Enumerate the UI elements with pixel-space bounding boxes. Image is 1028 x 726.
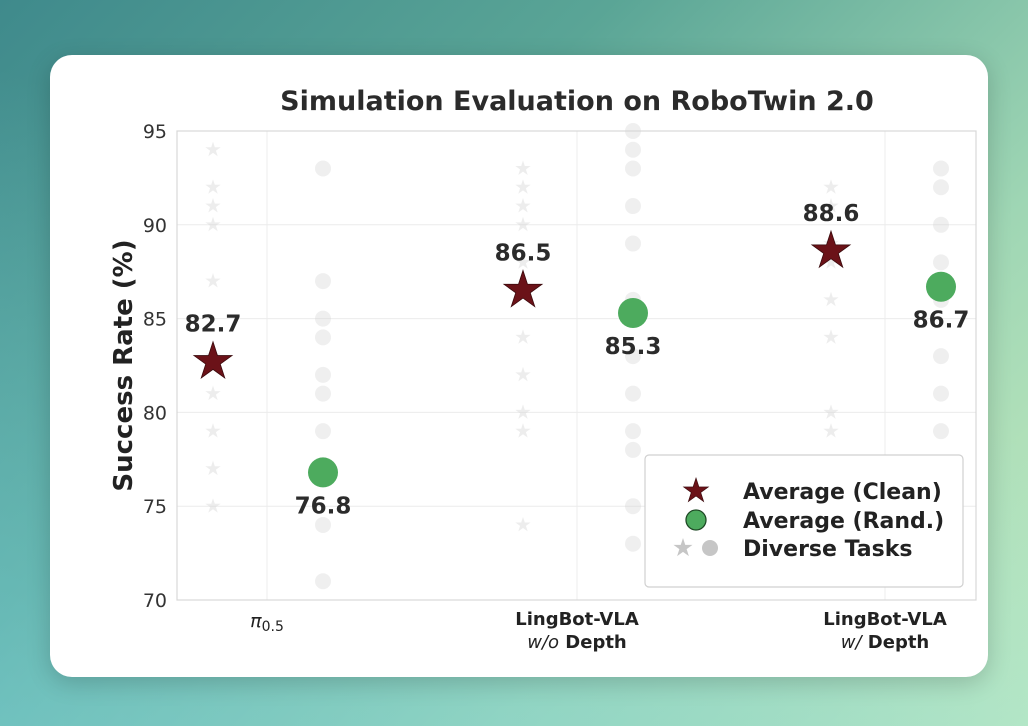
- task-clean-mark: [205, 423, 221, 438]
- task-clean-mark: [515, 198, 531, 213]
- y-tick-label: 90: [143, 215, 167, 237]
- task-rand-mark: [625, 141, 641, 158]
- task-rand-mark: [933, 160, 949, 177]
- task-rand-mark: [315, 273, 331, 290]
- legend-label-0: Average (Clean): [743, 480, 942, 505]
- task-clean-mark: [515, 216, 531, 232]
- task-clean-mark: [823, 423, 839, 438]
- task-clean-mark: [823, 291, 839, 307]
- task-clean-mark: [205, 273, 221, 288]
- task-clean-mark: [515, 329, 531, 344]
- x-tick-label-main: LingBot-VLA: [515, 609, 639, 630]
- average-rand-circle: [308, 457, 338, 488]
- average-rand-value-label: 86.7: [913, 308, 970, 334]
- chart-svg: Simulation Evaluation on RoboTwin 2.0 70…: [109, 86, 977, 653]
- task-rand-mark: [625, 535, 641, 552]
- average-rand-value-label: 85.3: [605, 334, 662, 360]
- task-rand-mark: [315, 366, 331, 383]
- y-tick-label: 75: [143, 496, 167, 518]
- task-rand-mark: [625, 235, 641, 252]
- average-clean-star: [504, 270, 542, 306]
- task-rand-mark: [315, 329, 331, 346]
- task-rand-mark: [625, 198, 641, 215]
- task-rand-mark: [625, 498, 641, 515]
- task-clean-mark: [205, 498, 221, 513]
- legend-label-2: Diverse Tasks: [743, 537, 912, 562]
- task-rand-mark: [315, 423, 331, 440]
- task-clean-mark: [205, 198, 221, 213]
- legend-rand-circle-icon: [685, 509, 707, 531]
- task-clean-mark: [515, 423, 531, 438]
- x-tick-label-sub: w/o Depth: [527, 632, 627, 653]
- task-rand-mark: [625, 423, 641, 440]
- y-tick-label: 95: [143, 121, 167, 143]
- average-clean-value-label: 86.5: [495, 240, 552, 266]
- task-rand-mark: [933, 179, 949, 196]
- task-clean-mark: [205, 141, 221, 157]
- task-clean-mark: [205, 216, 221, 232]
- task-clean-mark: [515, 160, 531, 175]
- task-rand-mark: [315, 385, 331, 402]
- task-rand-mark: [933, 216, 949, 233]
- task-clean-mark: [205, 385, 221, 401]
- task-clean-mark: [823, 404, 839, 419]
- task-clean-mark: [205, 460, 221, 476]
- task-rand-mark: [625, 160, 641, 177]
- task-rand-mark: [315, 516, 331, 533]
- average-rand-circle: [618, 297, 648, 328]
- plot-frame: [176, 130, 977, 601]
- task-rand-mark: [933, 348, 949, 365]
- legend-box: [644, 454, 964, 588]
- task-rand-mark: [315, 573, 331, 590]
- task-clean-mark: [515, 516, 531, 532]
- y-tick-label: 70: [143, 590, 167, 612]
- task-rand-mark: [625, 385, 641, 402]
- average-rand-value-label: 76.8: [295, 493, 352, 519]
- task-rand-mark: [933, 254, 949, 271]
- average-clean-star: [194, 342, 232, 378]
- task-clean-mark: [205, 179, 221, 194]
- x-tick-label-0: π0.5: [250, 610, 284, 635]
- task-rand-mark: [625, 348, 641, 365]
- task-clean-mark: [515, 179, 531, 194]
- task-rand-mark: [315, 160, 331, 177]
- y-tick-label: 80: [143, 402, 167, 424]
- task-clean-mark: [515, 404, 531, 419]
- x-tick-label-main: LingBot-VLA: [823, 609, 947, 630]
- legend-label-1: Average (Rand.): [743, 509, 944, 534]
- average-rand-circle: [926, 271, 956, 302]
- x-tick-label-sub: w/ Depth: [841, 632, 930, 653]
- task-clean-mark: [515, 366, 531, 382]
- task-clean-mark: [823, 179, 839, 194]
- task-rand-mark: [315, 310, 331, 327]
- x-tick-label-main: π0.5: [250, 610, 284, 635]
- task-rand-mark: [933, 385, 949, 402]
- average-clean-value-label: 82.7: [185, 312, 242, 338]
- average-clean-value-label: 88.6: [803, 201, 860, 227]
- task-rand-mark: [933, 423, 949, 440]
- task-rand-mark: [625, 441, 641, 458]
- y-tick-label: 85: [143, 309, 167, 331]
- legend-task-circle-icon: [702, 540, 718, 556]
- chart-card: Simulation Evaluation on RoboTwin 2.0 70…: [50, 55, 988, 677]
- y-axis-label: Success Rate (%): [109, 239, 139, 491]
- chart-title: Simulation Evaluation on RoboTwin 2.0: [280, 86, 874, 117]
- task-clean-mark: [823, 329, 839, 344]
